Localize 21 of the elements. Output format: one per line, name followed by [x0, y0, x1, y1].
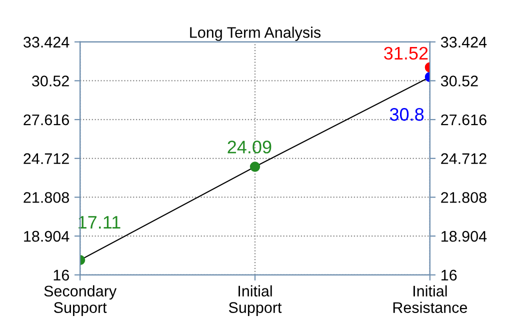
y-tick-label: 30.52: [32, 76, 69, 86]
x-tick-label: Secondary Support: [44, 285, 117, 316]
y-tick-label: 27.616: [24, 114, 69, 126]
data-label: 24.09: [228, 140, 272, 154]
y-tick-label: 24.712: [24, 153, 69, 164]
y2-tick-label: 18.904: [442, 230, 487, 242]
y2-tick-label: 24.712: [441, 153, 486, 164]
y-tick-label: 21.808: [24, 192, 69, 203]
chart-title: Long Term Analysis: [190, 26, 321, 41]
y2-tick-label: 33.424: [440, 36, 487, 48]
data-label: 30.8: [390, 108, 424, 121]
y2-tick-label: 30.52: [440, 76, 478, 86]
x-tick-label: Initial Resistance: [393, 285, 468, 313]
y2-tick-label: 27.616: [441, 114, 486, 126]
x-tick-label: Initial Support: [228, 285, 282, 316]
y-tick-label: 33.424: [24, 36, 70, 48]
y-tick-label: 16: [54, 270, 69, 281]
y2-tick-label: 21.808: [441, 192, 486, 203]
y2-tick-label: 16: [442, 270, 457, 281]
y-tick-label: 18.904: [24, 230, 70, 242]
data-label: 31.52: [384, 46, 428, 60]
